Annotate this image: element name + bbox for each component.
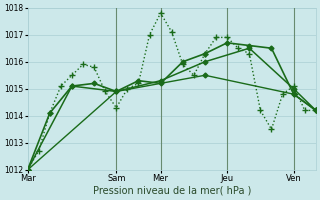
X-axis label: Pression niveau de la mer( hPa ): Pression niveau de la mer( hPa ) [92,186,251,196]
